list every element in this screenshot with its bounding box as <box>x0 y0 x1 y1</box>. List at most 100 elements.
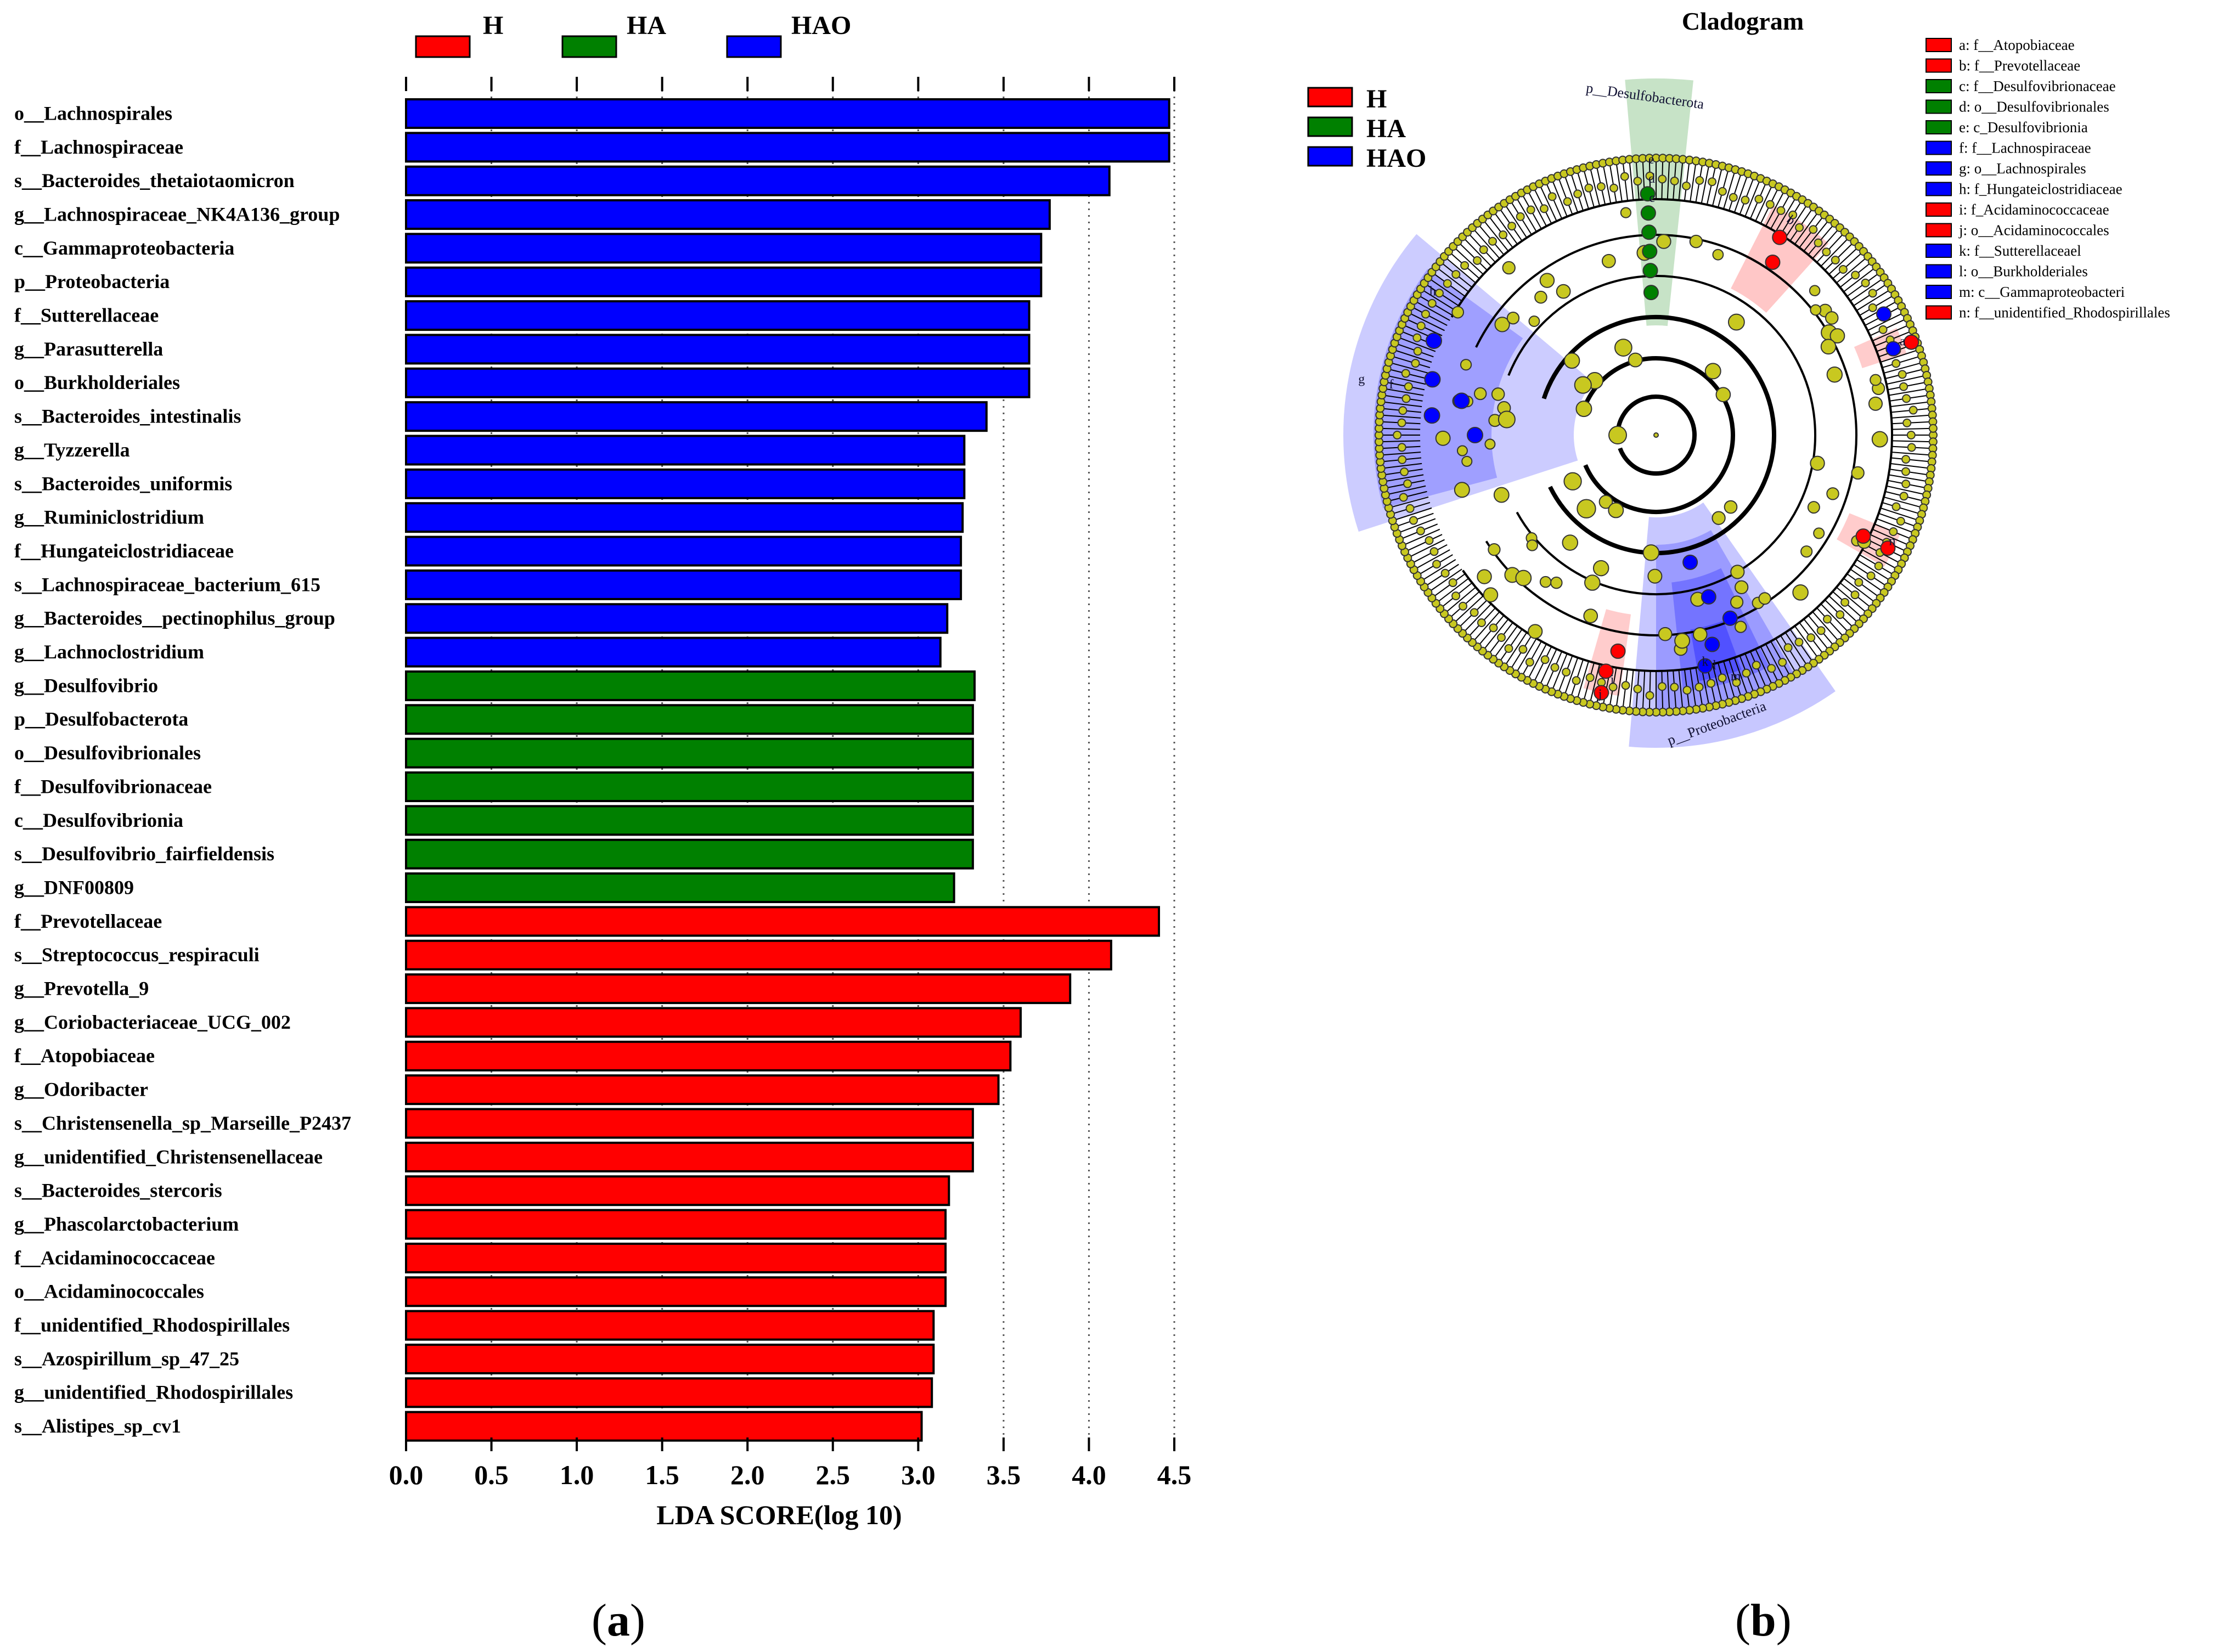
genus-node <box>1584 183 1594 193</box>
legend-label-hao: HAO <box>791 11 851 40</box>
leaf-branch <box>1482 618 1509 652</box>
genus-node <box>1488 236 1497 246</box>
internal-node <box>1658 627 1673 641</box>
leaf-branch <box>1435 578 1469 604</box>
genus-node <box>1398 406 1408 415</box>
internal-node <box>1484 438 1496 450</box>
bars <box>405 98 1170 1442</box>
genus-node <box>1633 684 1642 693</box>
genus-node <box>1516 212 1525 221</box>
leaf-branch <box>1615 668 1623 709</box>
legend-swatch-hao <box>726 35 782 58</box>
leaf-branch <box>1608 162 1617 203</box>
leaf-branch <box>1390 355 1431 369</box>
leaf-branch <box>1843 578 1877 604</box>
bar-g__Coriobacteriaceae_UCG_002 <box>405 1007 1022 1038</box>
leaf-branch <box>1883 362 1924 374</box>
nodes <box>1375 154 1938 717</box>
genus-node <box>1416 322 1426 331</box>
leaf-branch <box>1850 277 1885 302</box>
genus-node <box>1405 504 1415 513</box>
genus-node <box>1729 193 1738 202</box>
leaf-branch <box>1678 159 1684 201</box>
label-k: k <box>1702 655 1708 669</box>
key-swatch-2 <box>1926 79 1952 93</box>
genus-node <box>1902 394 1911 403</box>
bar-s__Bacteroides_thetaiotaomicron <box>405 165 1111 196</box>
internal-node <box>1734 621 1747 633</box>
bar-g__Desulfovibrio <box>405 670 976 701</box>
biomarker-node-hao <box>1424 371 1441 388</box>
bar-label-s__Azospirillum_sp_47_25: s__Azospirillum_sp_47_25 <box>14 1347 239 1369</box>
bar-label-o__Burkholderiales: o__Burkholderiales <box>14 371 180 393</box>
internal-node <box>1608 502 1624 518</box>
genus-node <box>1823 614 1832 624</box>
internal-node <box>1689 234 1703 249</box>
genus-node <box>1448 578 1457 588</box>
genus-node <box>1742 668 1751 678</box>
internal-node <box>1539 273 1555 288</box>
genus-node <box>1585 673 1595 682</box>
leaf-branch <box>1392 348 1432 363</box>
genus-node <box>1854 578 1864 587</box>
leaf-branch <box>1820 604 1850 634</box>
genus-node <box>1645 691 1654 700</box>
leaf-branch <box>1380 452 1421 456</box>
bar-g__Tyzzerella <box>405 435 966 466</box>
bar-g__Bacteroides__pectinophilus_group <box>405 603 949 634</box>
key-item-13: n: f__unidentified_Rhodospirillales <box>1959 305 2170 321</box>
genus-node <box>1670 176 1679 185</box>
genus-node <box>1831 256 1840 265</box>
biomarker-node-hao <box>1697 658 1713 674</box>
bar-label-f__Atopobiaceae: f__Atopobiaceae <box>14 1045 155 1067</box>
biomarker-node-ha <box>1642 263 1658 279</box>
bar-o__Acidaminococcales <box>405 1276 947 1307</box>
leaf-branch <box>1678 669 1684 711</box>
bar-label-f__Sutterellaceae: f__Sutterellaceae <box>14 305 159 326</box>
internal-node <box>1735 580 1749 594</box>
leaf-branch <box>1816 232 1845 263</box>
ring-3 <box>1507 275 1816 596</box>
genus-node <box>1429 547 1439 556</box>
biomarker-node-hao <box>1467 427 1483 443</box>
leaf-branch <box>1816 607 1845 639</box>
biomarker-node-hao <box>1701 589 1716 605</box>
bar-label-s__Christensenella_sp_Marseille_P2437: s__Christensenella_sp_Marseille_P2437 <box>14 1112 351 1134</box>
leaf-branch <box>1765 644 1786 681</box>
clado-legend-label-hao: HAO <box>1366 144 1426 173</box>
genus-node <box>1401 394 1411 403</box>
bar-g__Parasutterella <box>405 334 1031 365</box>
bar-s__Streptococcus_respiraculi <box>405 939 1112 971</box>
leaf-branch <box>1808 223 1836 255</box>
biomarker-node-ha <box>1642 244 1658 260</box>
internal-node <box>1704 363 1721 380</box>
bar-label-g__Prevotella_9: g__Prevotella_9 <box>14 978 149 1000</box>
bar-label-p__Desulfobacterota: p__Desulfobacterota <box>14 708 188 730</box>
internal-node <box>1800 545 1813 558</box>
bar-label-g__Ruminiclostridium: g__Ruminiclostridium <box>14 506 204 528</box>
leaf-branch <box>1472 227 1500 259</box>
leaf-branch <box>1427 568 1462 593</box>
bar-label-g__Parasutterella: g__Parasutterella <box>14 338 163 360</box>
genus-node <box>1878 325 1888 334</box>
genus-node <box>1401 369 1410 378</box>
leaf-branch <box>1504 203 1528 238</box>
leaf-branch <box>1557 176 1573 215</box>
biomarker-node-hao <box>1453 392 1470 409</box>
internal-node <box>1435 430 1451 446</box>
legend-label-h: H <box>483 11 503 40</box>
internal-node <box>1810 304 1822 316</box>
leaf-branch <box>1414 549 1450 571</box>
internal-node <box>1563 352 1580 369</box>
lda-legend: H HA HAO <box>415 11 851 58</box>
label-n: n <box>1889 534 1895 549</box>
internal-node <box>1539 576 1552 588</box>
genus-node <box>1901 467 1911 476</box>
leaf-branch <box>1410 544 1448 565</box>
biomarker-node-ha <box>1640 205 1656 221</box>
internal-node <box>1556 284 1571 299</box>
bar-f__Acidaminococcaceae <box>405 1242 947 1273</box>
internal-node <box>1620 207 1632 218</box>
biomarker-node-ha <box>1643 285 1659 301</box>
